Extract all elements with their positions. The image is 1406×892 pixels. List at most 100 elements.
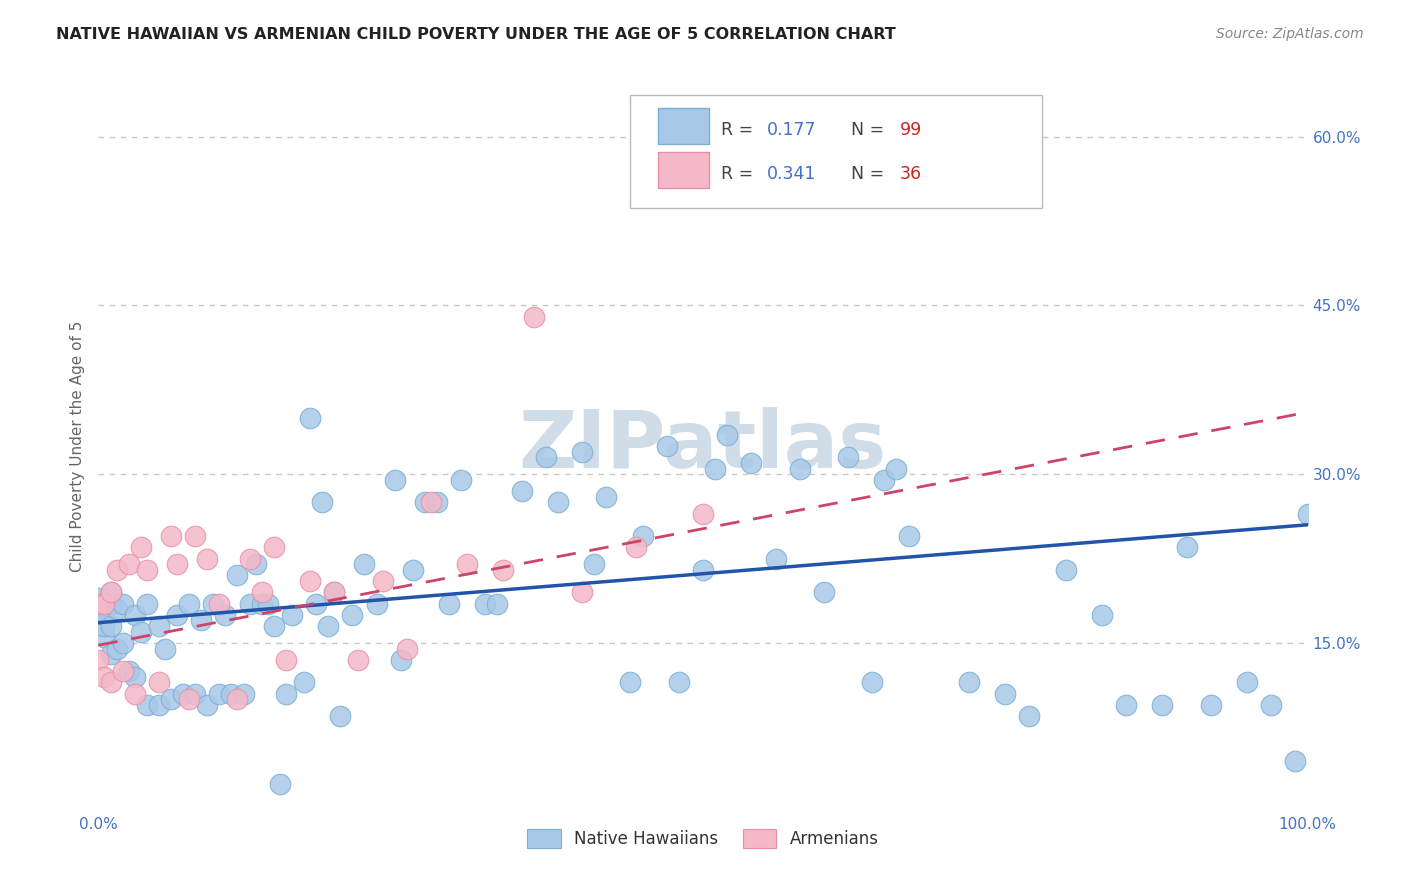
Point — [1296, 507, 1319, 521]
Point — [111, 597, 134, 611]
Point — [250, 597, 273, 611]
Point — [250, 585, 273, 599]
Point — [299, 410, 322, 425]
Point — [281, 607, 304, 622]
Point — [1054, 563, 1077, 577]
Point — [100, 597, 122, 611]
Point — [450, 473, 472, 487]
Point — [135, 698, 157, 712]
Text: N =: N = — [839, 165, 890, 183]
Point — [269, 776, 291, 790]
Point — [239, 551, 262, 566]
Point — [389, 653, 412, 667]
Point — [740, 456, 762, 470]
Point — [129, 624, 152, 639]
Point — [239, 597, 262, 611]
Point — [214, 607, 236, 622]
Point — [765, 551, 787, 566]
Point — [129, 541, 152, 555]
Point — [105, 602, 128, 616]
Point — [813, 585, 835, 599]
Point — [886, 461, 908, 475]
Point — [523, 310, 546, 324]
Point — [292, 675, 315, 690]
Point — [426, 495, 449, 509]
Text: 36: 36 — [900, 165, 922, 183]
Point — [87, 597, 110, 611]
Point — [626, 541, 648, 555]
Point — [395, 641, 418, 656]
FancyBboxPatch shape — [630, 95, 1042, 209]
Point — [571, 444, 593, 458]
Point — [595, 490, 617, 504]
Point — [420, 495, 443, 509]
Point — [93, 597, 115, 611]
Point — [619, 675, 641, 690]
Point — [299, 574, 322, 588]
Point — [160, 529, 183, 543]
Point — [111, 664, 134, 678]
Point — [1091, 607, 1114, 622]
Point — [202, 597, 225, 611]
Point — [87, 607, 110, 622]
Point — [263, 541, 285, 555]
Point — [148, 619, 170, 633]
Point — [789, 461, 811, 475]
Point — [148, 698, 170, 712]
Point — [105, 563, 128, 577]
Y-axis label: Child Poverty Under the Age of 5: Child Poverty Under the Age of 5 — [70, 320, 86, 572]
Point — [124, 607, 146, 622]
Point — [1284, 754, 1306, 768]
Point — [631, 529, 654, 543]
Point — [256, 597, 278, 611]
Point — [692, 563, 714, 577]
Text: N =: N = — [839, 121, 890, 139]
Point — [148, 675, 170, 690]
Point — [111, 636, 134, 650]
Point — [342, 607, 364, 622]
Point — [195, 698, 218, 712]
Point — [311, 495, 333, 509]
Text: 0.177: 0.177 — [768, 121, 817, 139]
Point — [486, 597, 509, 611]
Point — [105, 641, 128, 656]
Point — [221, 687, 243, 701]
Point — [1199, 698, 1222, 712]
Point — [510, 483, 533, 498]
Point — [245, 557, 267, 571]
Point — [1152, 698, 1174, 712]
Point — [668, 675, 690, 690]
Point — [179, 692, 201, 706]
Text: R =: R = — [721, 165, 759, 183]
Point — [100, 585, 122, 599]
Point — [195, 551, 218, 566]
Point — [160, 692, 183, 706]
Point — [957, 675, 980, 690]
Point — [353, 557, 375, 571]
Point — [413, 495, 436, 509]
Point — [153, 641, 176, 656]
Point — [329, 709, 352, 723]
Point — [366, 597, 388, 611]
Point — [190, 614, 212, 628]
Point — [994, 687, 1017, 701]
Point — [1115, 698, 1137, 712]
Point — [274, 653, 297, 667]
Point — [172, 687, 194, 701]
Point — [323, 585, 346, 599]
Text: Source: ZipAtlas.com: Source: ZipAtlas.com — [1216, 27, 1364, 41]
Point — [263, 619, 285, 633]
Text: NATIVE HAWAIIAN VS ARMENIAN CHILD POVERTY UNDER THE AGE OF 5 CORRELATION CHART: NATIVE HAWAIIAN VS ARMENIAN CHILD POVERT… — [56, 27, 896, 42]
Point — [93, 607, 115, 622]
Point — [124, 670, 146, 684]
Point — [371, 574, 394, 588]
Point — [547, 495, 569, 509]
Text: 0.341: 0.341 — [768, 165, 817, 183]
Point — [692, 507, 714, 521]
Point — [402, 563, 425, 577]
Point — [474, 597, 496, 611]
Point — [534, 450, 557, 465]
Point — [655, 439, 678, 453]
Point — [437, 597, 460, 611]
Point — [93, 619, 115, 633]
